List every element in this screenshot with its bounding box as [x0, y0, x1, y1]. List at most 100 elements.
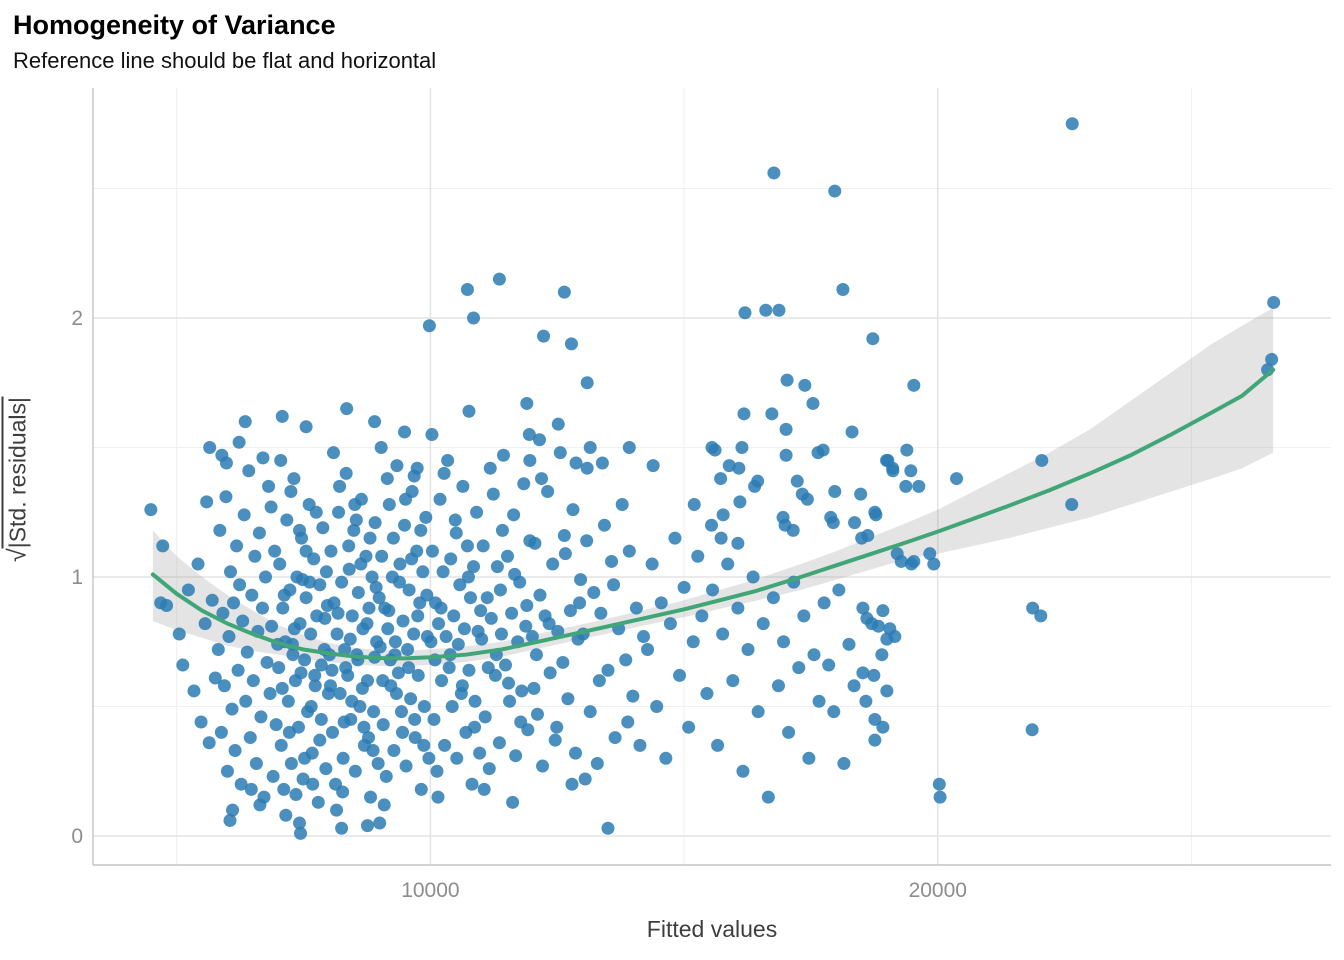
scatter-point — [470, 505, 484, 519]
scatter-point — [481, 661, 495, 675]
scatter-point — [325, 725, 339, 739]
scatter-point — [396, 725, 409, 739]
scatter-point — [438, 738, 452, 752]
scatter-point — [480, 591, 494, 605]
scatter-point — [894, 554, 908, 568]
scatter-point — [439, 630, 453, 644]
scatter-point — [563, 604, 577, 618]
scatter-point — [826, 516, 840, 530]
scatter-point — [766, 591, 780, 605]
scatter-point — [772, 303, 786, 317]
scatter-point — [558, 547, 572, 561]
scatter-point — [388, 635, 402, 649]
scatter-point — [219, 490, 233, 504]
scatter-point — [564, 337, 578, 351]
y-axis-title-text: |Std. residuals| — [1, 396, 31, 549]
scatter-point — [377, 798, 391, 812]
scatter-point — [427, 712, 441, 726]
scatter-point — [732, 461, 746, 475]
scatter-point — [880, 684, 894, 698]
scatter-point — [282, 725, 296, 739]
scatter-point — [313, 733, 327, 747]
scatter-point — [832, 583, 846, 597]
scatter-point — [227, 596, 241, 610]
scatter-point — [408, 712, 422, 726]
scatter-point — [362, 601, 376, 615]
scatter-point — [650, 699, 664, 713]
scatter-point — [294, 826, 308, 840]
scatter-point — [231, 663, 245, 677]
scatter-point — [351, 586, 365, 600]
scatter-point — [337, 715, 351, 729]
scatter-point — [595, 456, 609, 470]
scatter-point — [556, 655, 570, 669]
scatter-point — [222, 630, 236, 644]
scatter-point — [771, 679, 785, 693]
scatter-point — [907, 378, 921, 392]
scatter-point — [467, 311, 481, 325]
scatter-point — [228, 744, 242, 758]
scatter-point — [507, 508, 521, 522]
scatter-point — [279, 808, 293, 822]
scatter-point — [389, 687, 403, 701]
scatter-point — [569, 456, 583, 470]
scatter-point — [408, 731, 422, 745]
scatter-point — [453, 578, 467, 592]
scatter-point — [455, 679, 469, 693]
scatter-point — [733, 495, 747, 509]
scatter-point — [716, 627, 730, 641]
scatter-point — [230, 539, 244, 553]
scatter-point — [436, 565, 450, 579]
scatter-point — [527, 681, 541, 695]
scatter-point — [447, 609, 461, 623]
scatter-point — [368, 415, 382, 429]
scatter-point — [330, 627, 344, 641]
scatter-point — [950, 472, 964, 486]
scatter-point — [1025, 723, 1039, 737]
scatter-point — [354, 557, 368, 571]
scatter-point — [238, 415, 252, 429]
scatter-point — [347, 523, 361, 537]
scatter-point — [711, 738, 725, 752]
scatter-point — [641, 643, 655, 657]
scatter-point — [330, 803, 344, 817]
scatter-point — [345, 609, 359, 623]
scatter-point — [286, 648, 300, 662]
scatter-point — [273, 557, 287, 571]
scatter-point — [386, 531, 400, 545]
scatter-point — [398, 518, 412, 532]
scatter-point — [492, 736, 506, 750]
scatter-point — [1034, 609, 1048, 623]
scatter-point — [365, 570, 379, 584]
scatter-point — [414, 782, 428, 796]
scatter-point — [425, 428, 439, 442]
scatter-point — [869, 508, 883, 522]
scatter-point — [240, 645, 254, 659]
scatter-point — [296, 772, 310, 786]
scatter-point — [508, 567, 522, 581]
scatter-point — [425, 544, 439, 558]
scatter-point — [551, 417, 565, 431]
scatter-point — [876, 604, 890, 618]
scatter-point — [687, 497, 701, 511]
scatter-point — [256, 451, 270, 465]
scatter-point — [276, 601, 290, 615]
scatter-point — [520, 598, 534, 612]
scatter-point — [293, 816, 307, 830]
scatter-point — [478, 710, 492, 724]
scatter-point — [160, 598, 174, 612]
scatter-point — [514, 715, 528, 729]
scatter-point — [578, 772, 592, 786]
scatter-point — [417, 738, 431, 752]
scatter-point — [736, 764, 750, 778]
scatter-point — [457, 622, 471, 636]
scatter-point — [569, 746, 583, 760]
scatter-point — [782, 725, 796, 739]
scatter-point — [246, 674, 260, 688]
scatter-point — [574, 573, 588, 587]
scatter-point — [262, 479, 276, 493]
scatter-point — [619, 653, 633, 667]
scatter-point — [437, 466, 451, 480]
scatter-point — [156, 539, 170, 553]
